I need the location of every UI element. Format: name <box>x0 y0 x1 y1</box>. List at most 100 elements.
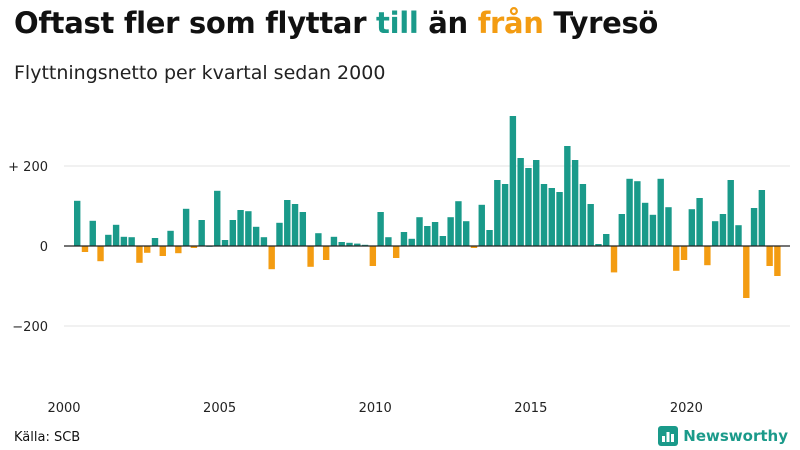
bar <box>439 236 447 246</box>
bar <box>556 192 563 246</box>
bar <box>517 158 524 246</box>
bar <box>136 246 143 263</box>
bar <box>408 238 415 246</box>
bar <box>501 184 509 246</box>
bar <box>711 221 719 246</box>
bar <box>533 160 540 246</box>
y-tick-label: −200 <box>12 320 48 335</box>
bar <box>252 226 260 246</box>
bar <box>338 242 345 246</box>
y-tick-label: 0 <box>40 240 48 255</box>
bar <box>291 204 299 246</box>
bar <box>214 190 221 246</box>
bar <box>307 246 314 267</box>
bar <box>665 207 672 246</box>
bar <box>167 230 174 246</box>
bar <box>673 246 680 271</box>
title-highlight-till: till <box>376 6 419 40</box>
bar <box>89 220 96 246</box>
x-tick-label: 2020 <box>670 401 703 416</box>
bar <box>81 246 89 252</box>
bar <box>322 246 330 260</box>
bar <box>400 232 408 246</box>
bar <box>610 246 618 273</box>
grid-lines <box>64 165 790 327</box>
bar <box>587 204 594 246</box>
bar <box>774 246 781 276</box>
bar <box>245 211 252 246</box>
bar <box>260 237 268 246</box>
brand-name: Newsworthy <box>683 427 788 445</box>
title-part-1: Oftast fler som flyttar <box>14 6 376 40</box>
bar <box>74 200 81 246</box>
bar <box>175 246 182 254</box>
bar <box>120 236 128 246</box>
title-part-2: än <box>418 6 478 40</box>
bar <box>112 224 120 246</box>
bar <box>284 200 291 246</box>
axes: + 200 0 −200 2000 2005 2010 2015 2020 <box>8 160 790 416</box>
bar <box>346 242 353 246</box>
bar <box>634 181 641 246</box>
bar <box>221 240 229 246</box>
bar <box>385 237 392 246</box>
bar <box>494 180 501 246</box>
bar <box>447 217 454 246</box>
bar <box>198 220 205 246</box>
bar-chart-icon <box>658 426 679 446</box>
bar <box>509 116 517 246</box>
bar <box>159 246 166 256</box>
bar <box>704 246 711 266</box>
bar <box>735 225 742 246</box>
bar <box>144 246 151 253</box>
bar <box>696 198 703 246</box>
bar <box>649 214 657 246</box>
bar <box>680 246 688 260</box>
bar <box>719 214 727 246</box>
bar <box>229 220 236 246</box>
y-tick-label: + 200 <box>8 160 48 175</box>
x-tick-label: 2010 <box>359 401 392 416</box>
bar <box>766 246 773 266</box>
bar <box>758 190 766 246</box>
bar <box>190 246 198 248</box>
bar <box>463 221 470 246</box>
bar <box>743 246 750 298</box>
bar <box>525 168 532 246</box>
bar <box>354 243 361 246</box>
bar <box>431 222 439 246</box>
bar <box>603 234 610 246</box>
bar <box>564 146 571 246</box>
bar <box>424 226 431 246</box>
bar <box>299 212 307 246</box>
x-tick-label: 2000 <box>47 401 80 416</box>
chart-subtitle: Flyttningsnetto per kvartal sedan 2000 <box>14 62 386 84</box>
bar <box>540 184 548 246</box>
title-part-3: Tyresö <box>543 6 659 40</box>
bar <box>571 160 579 246</box>
chart-title: Oftast fler som flyttar till än från Tyr… <box>14 6 658 40</box>
bar <box>727 180 734 246</box>
bar <box>377 212 384 246</box>
bar <box>392 246 400 258</box>
bar <box>478 204 485 246</box>
bar <box>416 217 423 246</box>
bar <box>470 246 478 248</box>
source-note: Källa: SCB <box>14 430 81 445</box>
bar <box>641 202 649 246</box>
title-highlight-fran: från <box>477 6 544 40</box>
bar <box>369 246 377 266</box>
bar <box>105 234 112 246</box>
bar <box>97 246 104 262</box>
brand-logo[interactable]: Newsworthy <box>658 426 788 446</box>
bar <box>688 209 696 246</box>
bar <box>595 244 602 246</box>
bar <box>579 184 587 246</box>
bar <box>330 236 338 246</box>
bar <box>486 230 493 246</box>
bar <box>315 233 322 246</box>
bar <box>128 237 135 246</box>
x-tick-label: 2015 <box>514 401 547 416</box>
bar-series <box>74 116 781 298</box>
